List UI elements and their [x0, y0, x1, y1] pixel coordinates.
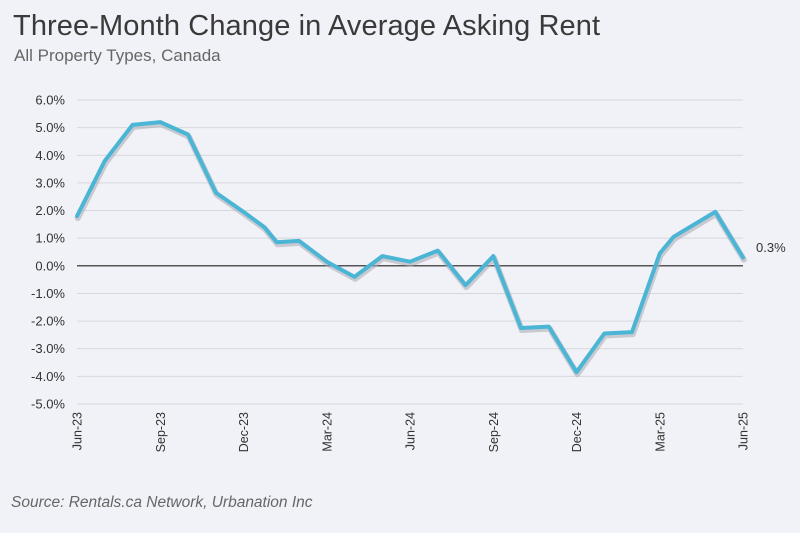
x-tick-label: Sep-23 [154, 412, 168, 452]
x-tick-label: Mar-24 [320, 412, 334, 452]
y-tick-label: -5.0% [31, 397, 65, 412]
end-value-label: 0.3% [756, 240, 786, 255]
x-tick-label: Dec-24 [570, 412, 584, 452]
x-tick-label: Jun-25 [737, 412, 751, 450]
series [74, 120, 747, 378]
chart-title: Three-Month Change in Average Asking Ren… [13, 10, 601, 42]
chart-subtitle: All Property Types, Canada [14, 46, 221, 65]
y-tick-label: 6.0% [35, 93, 65, 108]
y-tick-label: -3.0% [31, 341, 65, 356]
y-tick-label: -1.0% [31, 286, 65, 301]
x-tick-label: Jun-23 [71, 412, 85, 450]
y-tick-label: 5.0% [35, 120, 65, 135]
x-tick-label: Jun-24 [404, 412, 418, 450]
y-tick-label: 1.0% [35, 231, 65, 246]
x-tick-label: Dec-23 [237, 412, 251, 452]
series-line [75, 120, 745, 375]
source-note: Source: Rentals.ca Network, Urbanation I… [11, 494, 313, 511]
y-tick-label: 3.0% [35, 175, 65, 190]
y-tick-label: 4.0% [35, 148, 65, 163]
y-tick-label: -2.0% [31, 314, 65, 329]
y-tick-label: 2.0% [35, 203, 65, 218]
x-tick-label: Mar-25 [653, 412, 667, 452]
x-axis-ticks: Jun-23 Sep-23 Dec-23 Mar-24 Jun-24 Sep-24 Dec-… [71, 412, 751, 452]
y-axis-ticks: -5.0% -4.0% -3.0% -2.0% -1.0% 0.0% 1.0% 2.0% 3.0… [31, 93, 65, 412]
y-tick-label: -4.0% [31, 369, 65, 384]
series-line-shadow [74, 121, 747, 378]
x-tick-label: Sep-24 [487, 412, 501, 452]
gridlines [77, 99, 743, 405]
y-tick-label: 0.0% [35, 258, 65, 273]
